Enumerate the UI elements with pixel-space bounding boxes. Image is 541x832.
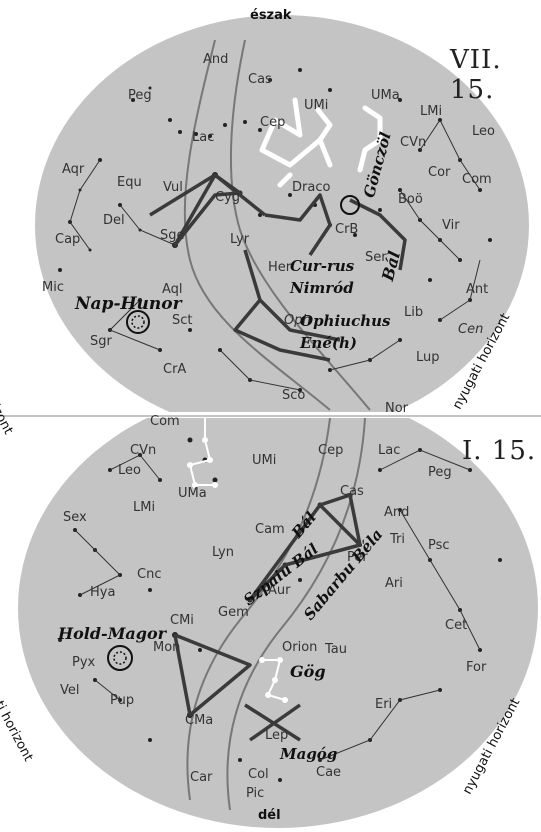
annotation-ophiuchus-eneh: Ophiuchus Ené(h): [300, 312, 391, 352]
constellation-lup: Lup: [416, 350, 440, 365]
constellation-mon-winter: Mon: [153, 640, 181, 655]
constellation-cep-winter: Cep: [318, 443, 344, 458]
constellation-cvn: CVn: [400, 135, 427, 150]
winter-hand-drawn-figures: [173, 493, 362, 742]
constellation-cep: Cep: [260, 115, 286, 130]
annotation-hold-magor: Hold-Magor: [58, 624, 167, 643]
constellation-cyg: Cyg: [215, 190, 241, 205]
nap-hunor-sun-symbol: [126, 310, 150, 334]
constellation-leo: Leo: [472, 124, 495, 139]
constellation-oph: Oph: [284, 313, 311, 328]
constellation-pyx-winter: Pyx: [72, 655, 96, 670]
constellation-uma-winter: UMa: [178, 486, 207, 501]
constellation-cma-winter: CMa: [185, 713, 214, 728]
constellation-boo: Boö: [398, 192, 423, 207]
constellation-cvn-winter: CVn: [130, 443, 157, 458]
annotation-currus-nimrod: Cur-rus Nimród: [290, 257, 355, 297]
constellation-sco: Sco: [282, 388, 306, 403]
constellation-sgr: Sgr: [90, 334, 112, 349]
constellation-lmi: LMi: [420, 104, 443, 119]
summer-constellation-lines: [69, 119, 481, 391]
constellation-lib: Lib: [404, 305, 424, 320]
constellation-lep-winter: Lep: [265, 728, 289, 743]
constellation-com: Com: [462, 172, 492, 187]
constellation-uma: UMa: [371, 88, 400, 103]
constellation-cas: Cas: [248, 72, 272, 87]
constellation-hya-winter: Hya: [90, 585, 116, 600]
constellation-cmi-winter: CMi: [170, 613, 194, 628]
crb-circle: [340, 195, 360, 215]
constellation-aur-winter: Aur: [268, 583, 291, 598]
constellation-tau-winter: Tau: [325, 642, 347, 657]
constellation-lac: Lac: [192, 130, 215, 145]
winter-constellation-lines: [74, 449, 481, 761]
constellation-sex-winter: Sex: [63, 510, 87, 525]
constellation-vul: Vul: [163, 180, 183, 195]
constellation-ari-winter: Ari: [385, 576, 403, 591]
annotation-magog: Magóg: [280, 745, 338, 763]
constellation-peg-winter: Peg: [428, 465, 452, 480]
constellation-aql: Aql: [162, 282, 183, 297]
constellation-com-winter: Com: [150, 414, 180, 429]
constellation-umi-winter: UMi: [252, 453, 277, 468]
winter-white-ursa: [187, 418, 218, 488]
constellation-and-winter: And: [384, 505, 410, 520]
south-label: dél: [258, 808, 281, 823]
hold-magor-moon-symbol: [107, 645, 133, 671]
constellation-per-winter: Per: [347, 550, 368, 565]
constellation-gem-winter: Gem: [218, 605, 249, 620]
constellation-eri-winter: Eri: [375, 697, 393, 712]
constellation-lyn-winter: Lyn: [212, 545, 234, 560]
constellation-vir: Vir: [442, 218, 460, 233]
constellation-cae-winter: Cae: [316, 765, 342, 780]
summer-hand-drawn-figures: [149, 173, 407, 362]
winter-date: I. 15.: [462, 436, 537, 466]
constellation-orion-winter: Orion: [282, 640, 318, 655]
constellation-aqr: Aqr: [62, 162, 85, 177]
constellation-her: Her: [268, 260, 292, 275]
constellation-pup-winter: Pup: [110, 693, 135, 708]
constellation-umi: UMi: [304, 98, 329, 113]
constellation-peg: Peg: [128, 88, 152, 103]
constellation-col-winter: Col: [248, 767, 269, 782]
constellation-car-winter: Car: [190, 770, 213, 785]
constellation-ant: Ant: [466, 282, 489, 297]
constellation-cam-winter: Cam: [255, 522, 285, 537]
north-label: észak: [250, 8, 292, 23]
constellation-draco: Draco: [292, 180, 331, 195]
winter-sky-disk: [18, 412, 538, 828]
constellation-cap: Cap: [55, 232, 81, 247]
constellation-psc-winter: Psc: [428, 538, 450, 553]
constellation-lmi-winter: LMi: [133, 500, 156, 515]
constellation-equ: Equ: [117, 175, 142, 190]
constellation-cor: Cor: [428, 165, 451, 180]
constellation-vel-winter: Vel: [60, 683, 80, 698]
annotation-nap-hunor: Nap-Hunor: [75, 294, 182, 314]
constellation-mic: Mic: [42, 280, 64, 295]
constellation-cra: CrA: [163, 362, 187, 377]
constellation-lyr: Lyr: [230, 232, 250, 247]
constellation-lac-winter: Lac: [378, 443, 401, 458]
constellation-pic-winter: Pic: [246, 786, 265, 801]
winter-white-orion: [259, 657, 288, 703]
constellation-and: And: [203, 52, 229, 67]
constellation-ser: Ser: [365, 250, 387, 265]
constellation-cen: Cen: [458, 322, 484, 337]
constellation-crb: CrB: [335, 222, 359, 237]
annotation-gog: Gög: [290, 662, 326, 681]
constellation-sct: Sct: [172, 313, 193, 328]
constellation-cnc-winter: Cnc: [137, 567, 162, 582]
constellation-cet-winter: Cet: [445, 618, 468, 633]
constellation-nor: Nor: [385, 401, 409, 416]
summer-date: VII. 15.: [450, 45, 502, 105]
winter-milky-way: [186, 417, 366, 811]
constellation-sge: Sge: [160, 228, 185, 243]
summer-white-ursa: [259, 97, 383, 188]
constellation-leo-winter: Leo: [118, 463, 141, 478]
constellation-tri-winter: Tri: [390, 532, 405, 547]
constellation-del: Del: [103, 213, 125, 228]
constellation-for-winter: For: [466, 660, 487, 675]
constellation-cas-winter: Cas: [340, 484, 364, 499]
